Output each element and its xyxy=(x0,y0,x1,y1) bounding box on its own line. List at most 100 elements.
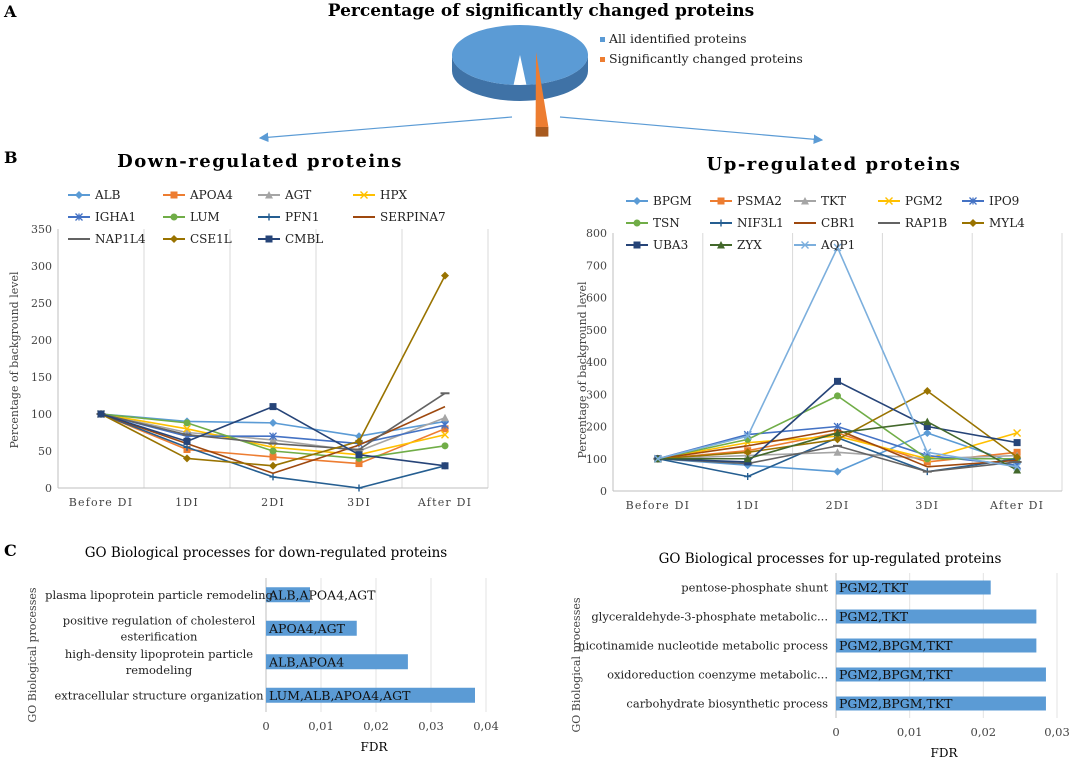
down-point-hpx xyxy=(183,424,191,433)
down-legend-label-lum: LUM xyxy=(190,210,220,224)
down-legend-marker-igha1 xyxy=(75,213,83,221)
up-legend-marker-myl4 xyxy=(969,219,977,227)
go-up-category-label: glyceraldehyde-3-phosphate metabolic... xyxy=(591,610,828,624)
up-point-nif3l1 xyxy=(744,472,752,480)
down-point-pfn1 xyxy=(183,443,191,451)
go-down-category-label: extracellular structure organization xyxy=(54,688,264,702)
go-up-bar-label: PGM2,BPGM,TKT xyxy=(839,696,953,711)
down-regulated-line-chart: Down-regulated proteins Percentage of ba… xyxy=(8,151,489,509)
up-point-bpgm xyxy=(833,467,842,476)
pie-legend-swatch-significantly-changed-proteins xyxy=(600,57,605,62)
up-legend-label-psma2: PSMA2 xyxy=(737,194,782,208)
arrow-to-up-regulated xyxy=(559,116,824,145)
down-point-cse1l xyxy=(355,437,363,446)
up-y-tick-label: 300 xyxy=(586,388,607,401)
go-down-bar-label: ALB,APOA4,AGT xyxy=(268,587,376,602)
up-chart-title: Up-regulated proteins xyxy=(707,154,962,175)
go-up-category-label: carbohydrate biosynthetic process xyxy=(626,697,828,711)
up-point-aqp1 xyxy=(743,432,752,441)
up-legend-marker-aqp1 xyxy=(801,241,809,249)
down-point-apoa4 xyxy=(441,425,449,433)
down-x-tick-label: Before DI xyxy=(69,496,134,509)
go-down-category-label: esterification xyxy=(121,629,198,643)
up-point-zyx xyxy=(833,428,842,437)
up-legend-marker-tkt xyxy=(801,197,809,205)
go-down-y-axis-label: GO Biological processes xyxy=(26,587,39,722)
down-legend-marker-cse1l xyxy=(170,235,178,243)
pie-chart: Percentage of significantly changed prot… xyxy=(328,1,803,137)
up-point-myl4 xyxy=(743,448,752,457)
go-down-bar-chart: GO Biological processes for down-regulat… xyxy=(26,545,499,754)
down-point-cse1l xyxy=(183,454,191,463)
down-y-tick-label: 150 xyxy=(31,371,52,384)
go-up-bar-label: PGM2,BPGM,TKT xyxy=(839,667,953,682)
go-up-bar-label: PGM2,TKT xyxy=(839,580,909,595)
down-y-tick-label: 250 xyxy=(31,297,52,310)
up-legend-marker-tsn xyxy=(633,219,641,227)
go-down-bar-label: ALB,APOA4 xyxy=(268,654,344,669)
go-down-x-tick-label: 0 xyxy=(262,719,269,733)
down-x-tick-label: 3DI xyxy=(347,496,371,509)
down-point-pfn1 xyxy=(269,473,277,481)
pie-legend-label-all-identified-proteins: All identified proteins xyxy=(608,31,747,46)
up-legend-marker-zyx xyxy=(717,241,725,249)
up-y-tick-label: 100 xyxy=(586,453,607,466)
down-legend-label-serpina7: SERPINA7 xyxy=(380,210,446,224)
up-x-tick-label: 3DI xyxy=(915,499,939,512)
down-point-igha1 xyxy=(269,432,277,441)
go-up-category-label: pentose-phosphate shunt xyxy=(681,581,828,595)
up-y-tick-label: 0 xyxy=(600,485,607,498)
up-y-axis-label: Percentage of background level xyxy=(576,281,589,458)
up-point-myl4 xyxy=(923,387,932,396)
go-up-bar-label: PGM2,TKT xyxy=(839,609,909,624)
up-y-tick-label: 500 xyxy=(586,324,607,337)
down-point-agt xyxy=(441,413,449,422)
down-legend-label-nap1l4: NAP1L4 xyxy=(95,232,146,246)
down-legend-label-cse1l: CSE1L xyxy=(190,232,232,246)
up-legend-marker-pgm2 xyxy=(885,197,893,205)
go-up-bar xyxy=(836,638,1037,653)
go-up-x-tick-label: 0,03 xyxy=(1044,725,1070,739)
go-up-bar xyxy=(836,609,1037,624)
up-legend-label-uba3: UBA3 xyxy=(653,238,688,252)
up-legend-marker-bpgm xyxy=(633,197,641,205)
up-legend-marker-nif3l1 xyxy=(717,219,725,227)
down-y-tick-label: 50 xyxy=(38,445,52,458)
pie-legend-swatch-all-identified-proteins xyxy=(600,37,605,42)
up-x-tick-label: After DI xyxy=(989,499,1044,512)
down-point-cmbl xyxy=(355,451,363,459)
down-x-tick-label: After DI xyxy=(417,496,472,509)
arrow-to-down-regulated xyxy=(258,116,513,143)
down-point-cmbl xyxy=(97,410,105,418)
up-x-tick-label: 1DI xyxy=(736,499,760,512)
go-up-x-axis-label: FDR xyxy=(931,746,959,760)
up-legend-label-myl4: MYL4 xyxy=(989,216,1025,230)
go-up-bar xyxy=(836,667,1046,682)
down-y-tick-label: 200 xyxy=(31,334,52,347)
up-point-aqp1 xyxy=(653,454,662,463)
go-down-bar xyxy=(266,654,408,670)
up-point-tsn xyxy=(923,455,931,463)
go-down-x-axis-label: FDR xyxy=(361,740,389,754)
up-legend-label-tsn: TSN xyxy=(653,216,680,230)
pie-title: Percentage of significantly changed prot… xyxy=(328,1,754,21)
down-series-line-serpina7 xyxy=(100,405,446,475)
up-point-uba3 xyxy=(1013,439,1021,447)
down-legend-marker-hpx xyxy=(360,191,368,199)
up-legend-label-aqp1: AQP1 xyxy=(820,238,855,252)
up-y-tick-label: 200 xyxy=(586,421,607,434)
go-down-bar-label: LUM,ALB,APOA4,AGT xyxy=(269,688,411,703)
down-point-hpx xyxy=(441,430,449,439)
go-down-x-tick-label: 0,03 xyxy=(418,719,444,733)
down-point-pfn1 xyxy=(355,484,363,492)
up-legend-label-tkt: TKT xyxy=(821,194,846,208)
go-down-x-tick-label: 0,02 xyxy=(363,719,389,733)
down-legend-label-alb: ALB xyxy=(94,188,121,202)
go-down-bar xyxy=(266,687,475,703)
up-point-uba3 xyxy=(923,423,931,430)
up-legend-marker-ipo9 xyxy=(969,197,977,205)
go-up-title: GO Biological processes for up-regulated… xyxy=(659,551,1002,567)
up-legend-label-pgm2: PGM2 xyxy=(905,194,943,208)
down-point-cmbl xyxy=(183,437,191,445)
down-legend-marker-apoa4 xyxy=(170,191,178,199)
